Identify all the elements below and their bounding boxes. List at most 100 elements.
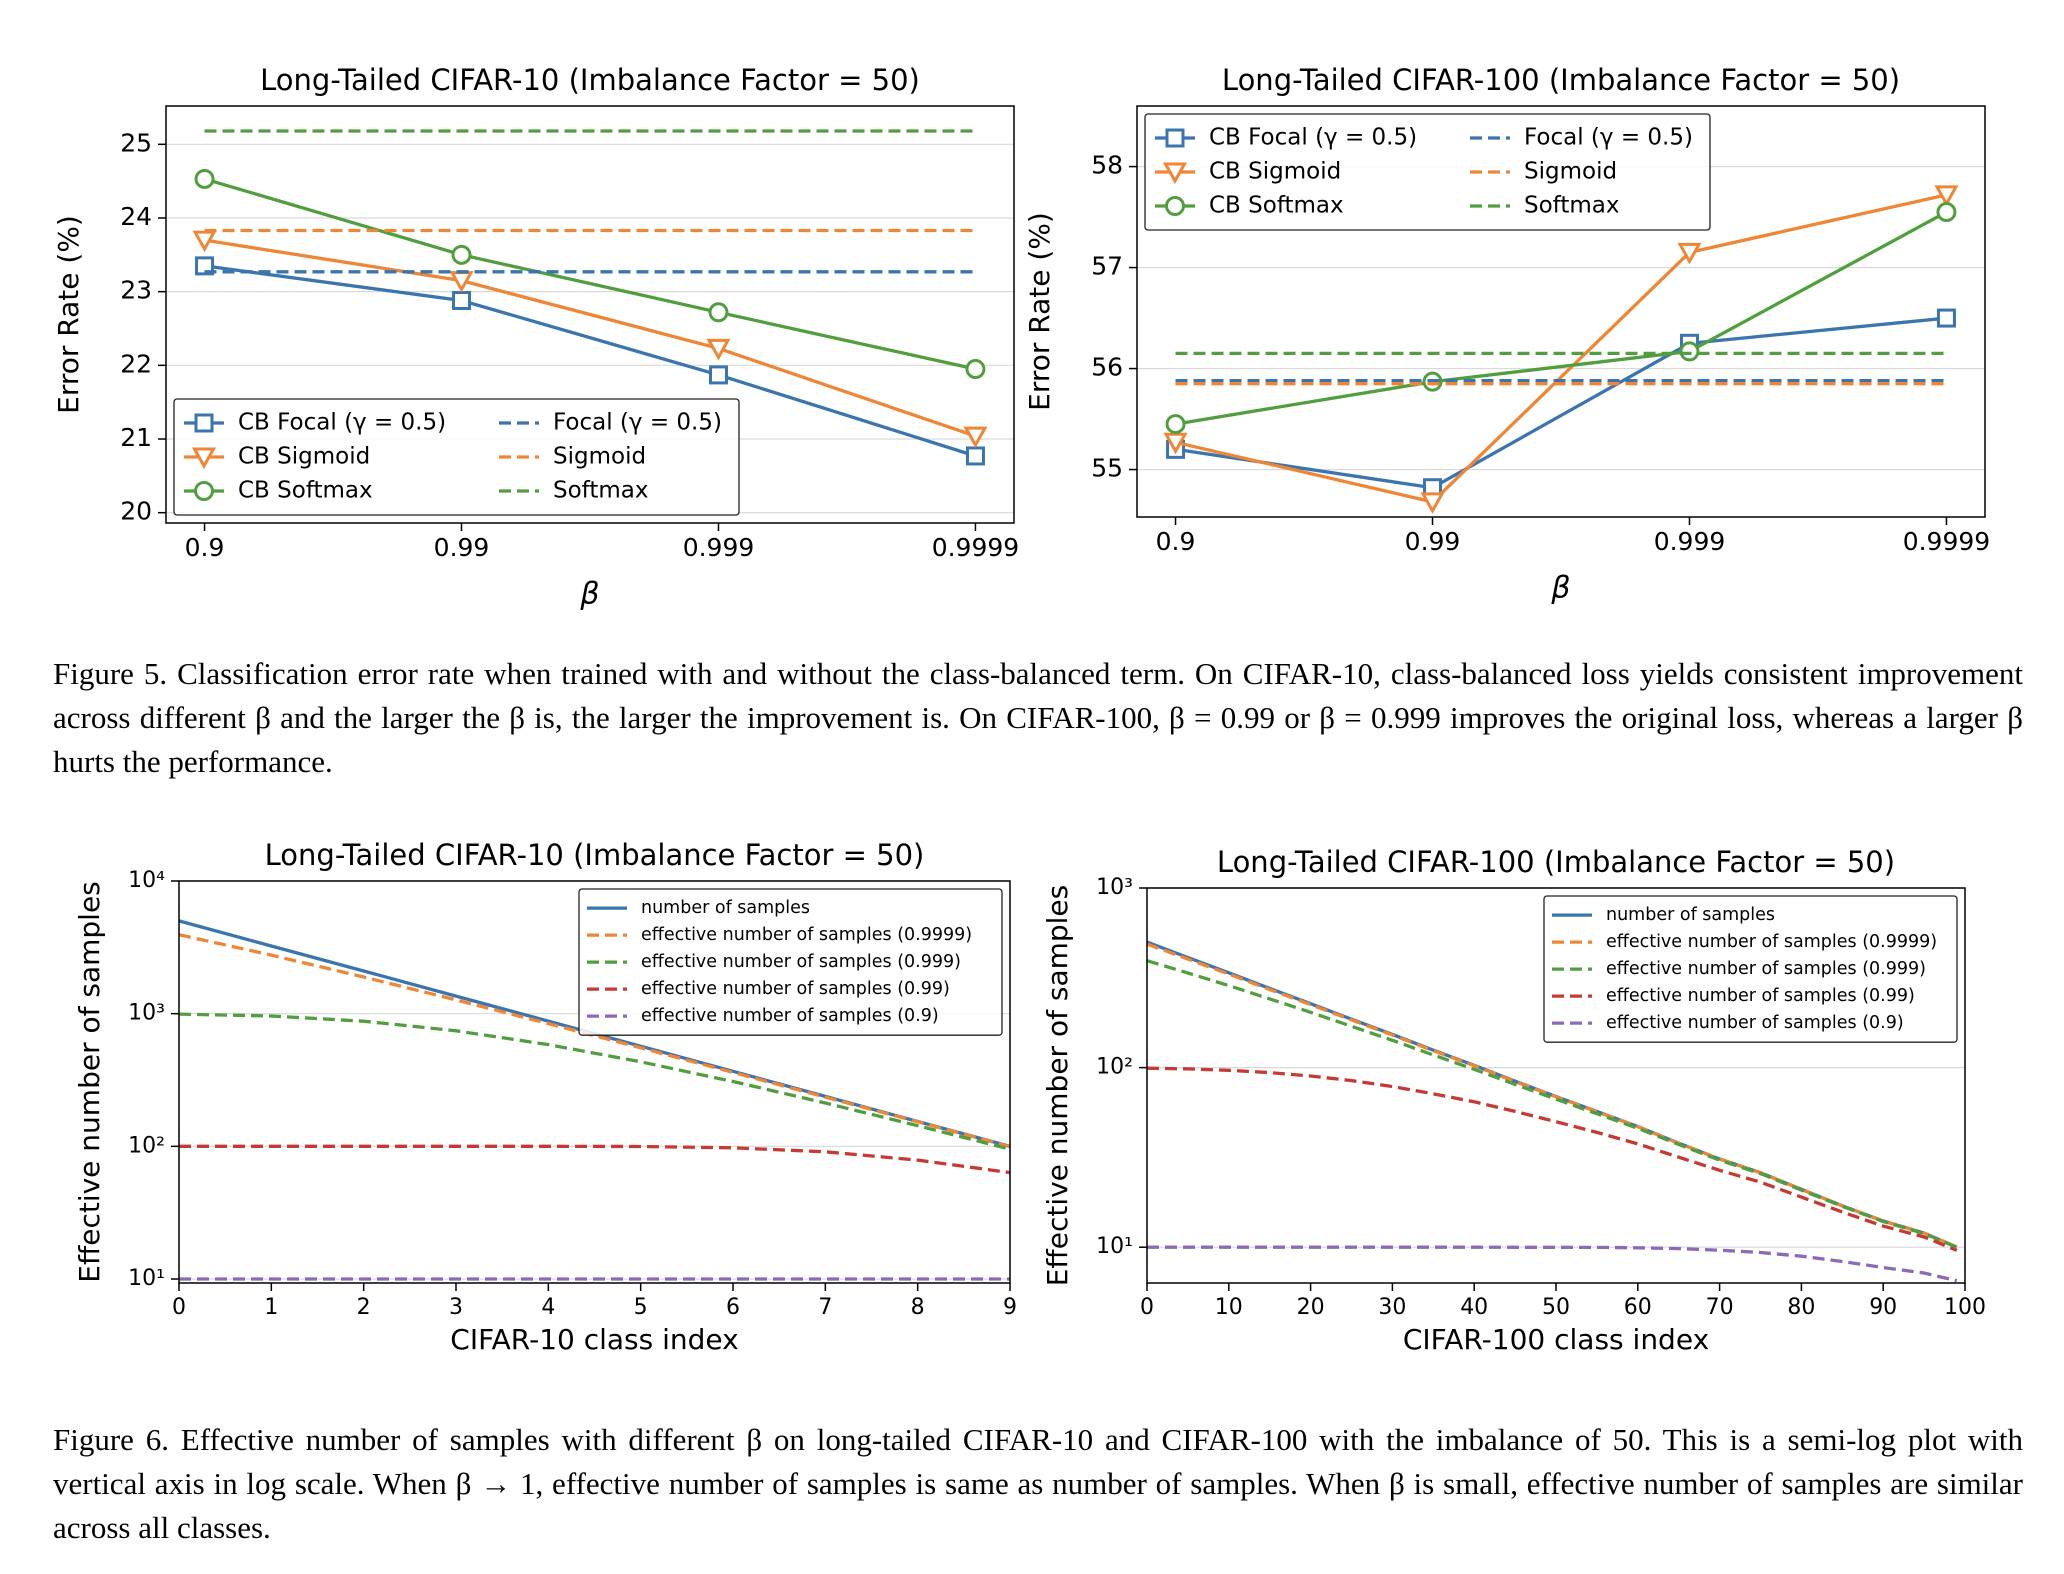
series-line <box>1147 1066 1958 1252</box>
legend-box <box>1543 895 1958 1043</box>
y-tick-label: 10³ <box>128 1001 165 1026</box>
chart: Long-Tailed CIFAR-100 (Imbalance Factor … <box>1023 63 1990 606</box>
marker <box>1679 341 1700 362</box>
x-tick-label: 30 <box>1378 1295 1406 1320</box>
y-tick-label: 57 <box>1091 252 1123 281</box>
chart: Long-Tailed CIFAR-100 (Imbalance Factor … <box>1041 845 1986 1356</box>
y-tick-label: 10² <box>128 1133 165 1158</box>
legend-label: number of samples <box>641 898 810 918</box>
marker <box>452 291 472 311</box>
legend-label: number of samples <box>1606 905 1775 925</box>
y-tick-label: 10¹ <box>128 1266 165 1291</box>
marker <box>194 168 215 189</box>
chart-title: Long-Tailed CIFAR-100 (Imbalance Factor … <box>1217 845 1895 879</box>
legend-label: effective number of samples (0.9999) <box>1606 932 1937 952</box>
x-tick-label: 70 <box>1706 1295 1734 1320</box>
x-tick-label: 50 <box>1542 1295 1570 1320</box>
legend-label: Focal (γ = 0.5) <box>553 410 722 436</box>
marker <box>194 481 214 501</box>
x-axis-label: β <box>1550 571 1570 606</box>
y-tick-label: 21 <box>120 423 152 452</box>
plot-frame <box>1146 887 1966 1284</box>
y-tick-label: 23 <box>120 276 152 305</box>
marker <box>195 256 215 276</box>
y-tick-label: 55 <box>1091 454 1123 483</box>
marker <box>708 302 729 323</box>
y-tick-label: 10² <box>1096 1055 1133 1080</box>
x-tick-label: 9 <box>1003 1295 1017 1320</box>
chart: Long-Tailed CIFAR-10 (Imbalance Factor =… <box>52 63 1019 612</box>
legend-label: effective number of samples (0.99) <box>1606 986 1915 1006</box>
chart-title: Long-Tailed CIFAR-10 (Imbalance Factor =… <box>265 838 925 872</box>
series-line <box>204 238 977 438</box>
x-tick-label: 0.9999 <box>932 533 1019 562</box>
marker <box>965 446 985 466</box>
legend-label: Softmax <box>553 478 649 504</box>
legend-label: Sigmoid <box>1524 159 1617 185</box>
marker <box>1936 308 1956 328</box>
series-line <box>179 1144 1010 1175</box>
legend-box <box>1144 113 1711 231</box>
y-tick-label: 24 <box>120 202 152 231</box>
x-tick-label: 10 <box>1215 1295 1243 1320</box>
y-axis-label: Effective number of samples <box>73 881 106 1283</box>
x-tick-label: 6 <box>726 1295 740 1320</box>
x-tick-label: 0.9 <box>1156 527 1196 556</box>
marker <box>708 365 728 385</box>
marker <box>1165 414 1186 435</box>
legend-label: effective number of samples (0.9999) <box>641 925 972 945</box>
plot-frame <box>165 105 1015 524</box>
legend-label: CB Focal (γ = 0.5) <box>1209 125 1417 151</box>
x-axis-label: β <box>579 577 599 612</box>
x-axis-label: CIFAR-10 class index <box>450 1323 738 1356</box>
x-tick-label: 80 <box>1787 1295 1815 1320</box>
marker <box>963 426 988 449</box>
figure-caption: Figure 5. Classification error rate when… <box>53 656 2023 779</box>
x-tick-label: 90 <box>1869 1295 1897 1320</box>
x-tick-label: 0.999 <box>683 533 755 562</box>
marker <box>451 244 472 265</box>
chart-title: Long-Tailed CIFAR-100 (Imbalance Factor … <box>1222 63 1900 97</box>
chart-title: Long-Tailed CIFAR-10 (Imbalance Factor =… <box>260 63 920 97</box>
legend-label: Focal (γ = 0.5) <box>1524 125 1693 151</box>
marker <box>1165 196 1185 216</box>
marker <box>1420 492 1445 514</box>
y-axis-label: Error Rate (%) <box>1023 212 1056 411</box>
marker <box>194 413 214 433</box>
legend-label: effective number of samples (0.9) <box>641 1006 939 1026</box>
marker <box>1934 185 1959 207</box>
y-tick-label: 10⁴ <box>128 868 165 893</box>
x-tick-label: 7 <box>818 1295 832 1320</box>
legend-label: CB Softmax <box>1209 193 1344 219</box>
y-tick-label: 58 <box>1091 151 1123 180</box>
y-tick-label: 22 <box>120 349 152 378</box>
x-tick-label: 20 <box>1297 1295 1325 1320</box>
marker <box>1163 432 1188 455</box>
x-tick-label: 0.99 <box>1405 527 1461 556</box>
x-tick-label: 0.99 <box>434 533 490 562</box>
x-tick-label: 60 <box>1624 1295 1652 1320</box>
y-tick-label: 20 <box>120 497 152 526</box>
series-line <box>179 1012 1010 1151</box>
legend-label: CB Sigmoid <box>238 444 370 470</box>
legend-box <box>173 398 740 516</box>
marker <box>965 359 986 380</box>
legend-label: effective number of samples (0.999) <box>641 952 961 972</box>
x-tick-label: 0 <box>172 1295 186 1320</box>
legend-label: Sigmoid <box>553 444 646 470</box>
plot-frame <box>1136 105 1986 518</box>
plot-frame <box>178 880 1011 1284</box>
y-tick-label: 10³ <box>1096 875 1133 900</box>
legend-label: Softmax <box>1524 193 1620 219</box>
legend-label: effective number of samples (0.9) <box>1606 1013 1904 1033</box>
chart: Long-Tailed CIFAR-10 (Imbalance Factor =… <box>73 838 1017 1356</box>
marker <box>1936 202 1957 223</box>
legend-box <box>578 888 1003 1036</box>
marker <box>1677 242 1702 265</box>
series-line <box>204 264 976 458</box>
x-tick-label: 0 <box>1140 1295 1154 1320</box>
y-tick-label: 25 <box>120 128 152 157</box>
x-tick-label: 2 <box>357 1295 371 1320</box>
x-axis-label: CIFAR-100 class index <box>1403 1323 1709 1356</box>
